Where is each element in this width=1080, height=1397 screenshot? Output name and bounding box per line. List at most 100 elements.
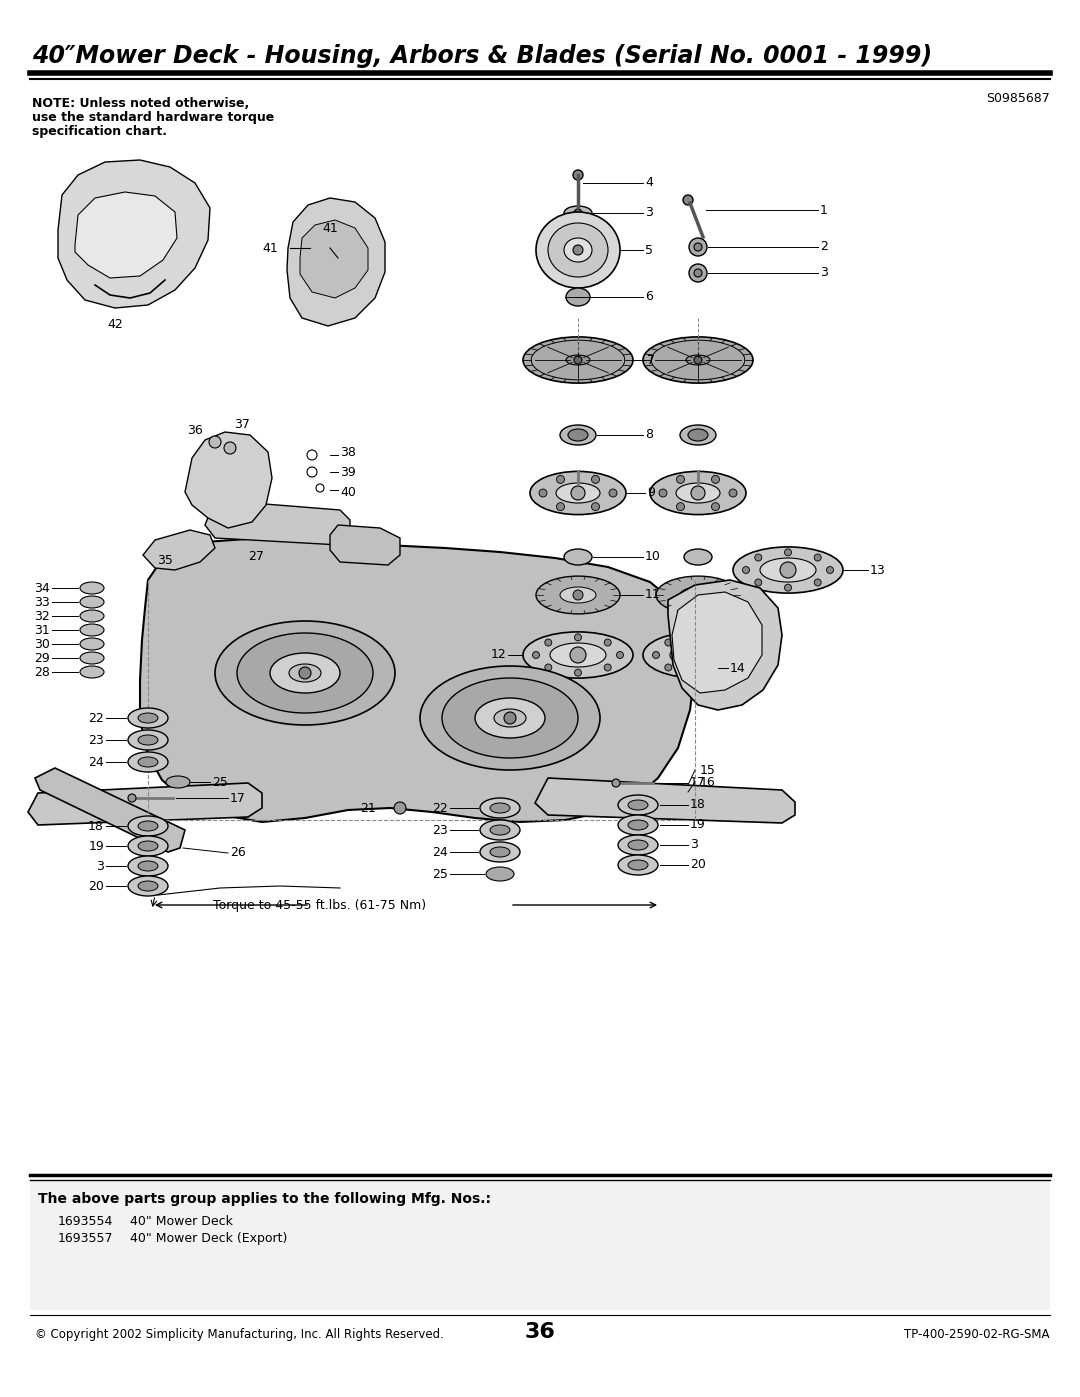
Text: 3: 3 — [820, 267, 828, 279]
Text: 3: 3 — [690, 838, 698, 852]
Circle shape — [665, 664, 672, 671]
Text: 41: 41 — [322, 222, 338, 235]
Ellipse shape — [129, 876, 168, 895]
Ellipse shape — [548, 224, 608, 277]
Polygon shape — [28, 782, 262, 826]
Text: 3: 3 — [96, 859, 104, 873]
Circle shape — [712, 503, 719, 511]
Ellipse shape — [129, 731, 168, 750]
Text: use the standard hardware torque: use the standard hardware torque — [32, 110, 274, 124]
Text: specification chart.: specification chart. — [32, 124, 167, 138]
Ellipse shape — [523, 337, 633, 383]
Circle shape — [224, 441, 237, 454]
Circle shape — [743, 567, 750, 574]
Text: 11: 11 — [645, 588, 661, 602]
Text: NOTE: Unless noted otherwise,: NOTE: Unless noted otherwise, — [32, 96, 249, 110]
Text: 17: 17 — [230, 792, 246, 805]
Circle shape — [690, 647, 706, 664]
Ellipse shape — [566, 288, 590, 306]
Circle shape — [676, 475, 685, 483]
Text: 8: 8 — [645, 429, 653, 441]
Circle shape — [814, 555, 821, 562]
Text: 13: 13 — [870, 563, 886, 577]
Ellipse shape — [129, 835, 168, 856]
Ellipse shape — [80, 583, 104, 594]
Polygon shape — [287, 198, 384, 326]
Ellipse shape — [760, 557, 816, 583]
Ellipse shape — [129, 752, 168, 773]
Circle shape — [737, 651, 743, 658]
Text: 21: 21 — [361, 802, 376, 814]
Ellipse shape — [80, 624, 104, 636]
Text: 18: 18 — [690, 799, 706, 812]
Text: 28: 28 — [35, 665, 50, 679]
Ellipse shape — [138, 712, 158, 724]
Circle shape — [570, 647, 586, 664]
Text: 22: 22 — [432, 802, 448, 814]
Ellipse shape — [480, 820, 519, 840]
Circle shape — [814, 578, 821, 585]
Circle shape — [694, 243, 702, 251]
Ellipse shape — [523, 631, 633, 678]
Text: 41: 41 — [262, 242, 278, 254]
Ellipse shape — [80, 666, 104, 678]
Circle shape — [784, 584, 792, 591]
Text: 15: 15 — [700, 764, 716, 777]
Circle shape — [729, 489, 737, 497]
Text: 36: 36 — [187, 423, 203, 436]
Text: 19: 19 — [690, 819, 705, 831]
Text: 18: 18 — [89, 820, 104, 833]
Ellipse shape — [215, 622, 395, 725]
Ellipse shape — [442, 678, 578, 759]
Text: 29: 29 — [35, 651, 50, 665]
Ellipse shape — [618, 835, 658, 855]
Ellipse shape — [680, 587, 716, 604]
Circle shape — [652, 651, 660, 658]
Circle shape — [573, 590, 583, 599]
Circle shape — [539, 489, 546, 497]
Text: 31: 31 — [35, 623, 50, 637]
Circle shape — [694, 634, 702, 641]
Circle shape — [556, 475, 565, 483]
Ellipse shape — [733, 546, 843, 594]
Ellipse shape — [618, 814, 658, 835]
Ellipse shape — [627, 820, 648, 830]
Text: 40" Mower Deck (Export): 40" Mower Deck (Export) — [130, 1232, 287, 1245]
Ellipse shape — [138, 882, 158, 891]
Ellipse shape — [138, 735, 158, 745]
Text: 24: 24 — [432, 845, 448, 859]
Text: 3: 3 — [645, 207, 653, 219]
Ellipse shape — [650, 471, 746, 514]
Text: 40″Mower Deck - Housing, Arbors & Blades (Serial No. 0001 - 1999): 40″Mower Deck - Housing, Arbors & Blades… — [32, 43, 932, 68]
Ellipse shape — [556, 483, 600, 503]
Text: 26: 26 — [230, 847, 246, 859]
Text: 40" Mower Deck: 40" Mower Deck — [130, 1215, 233, 1228]
Circle shape — [210, 436, 221, 448]
Circle shape — [694, 356, 702, 365]
Text: 1: 1 — [820, 204, 828, 217]
Circle shape — [129, 793, 136, 802]
Ellipse shape — [494, 710, 526, 726]
Ellipse shape — [680, 425, 716, 446]
Text: 12: 12 — [490, 648, 507, 662]
Ellipse shape — [490, 847, 510, 856]
Circle shape — [609, 489, 617, 497]
Ellipse shape — [129, 816, 168, 835]
Text: S0985687: S0985687 — [986, 92, 1050, 105]
Circle shape — [780, 562, 796, 578]
Ellipse shape — [80, 638, 104, 650]
Polygon shape — [140, 538, 696, 821]
Circle shape — [691, 486, 705, 500]
Text: 30: 30 — [35, 637, 50, 651]
Ellipse shape — [80, 597, 104, 608]
Circle shape — [725, 638, 731, 645]
Ellipse shape — [643, 631, 753, 678]
Circle shape — [665, 638, 672, 645]
Circle shape — [573, 356, 582, 365]
Polygon shape — [35, 768, 185, 852]
Text: 23: 23 — [89, 733, 104, 746]
Text: 40: 40 — [340, 486, 356, 499]
Ellipse shape — [684, 549, 712, 564]
Text: 14: 14 — [730, 662, 746, 675]
Ellipse shape — [480, 842, 519, 862]
